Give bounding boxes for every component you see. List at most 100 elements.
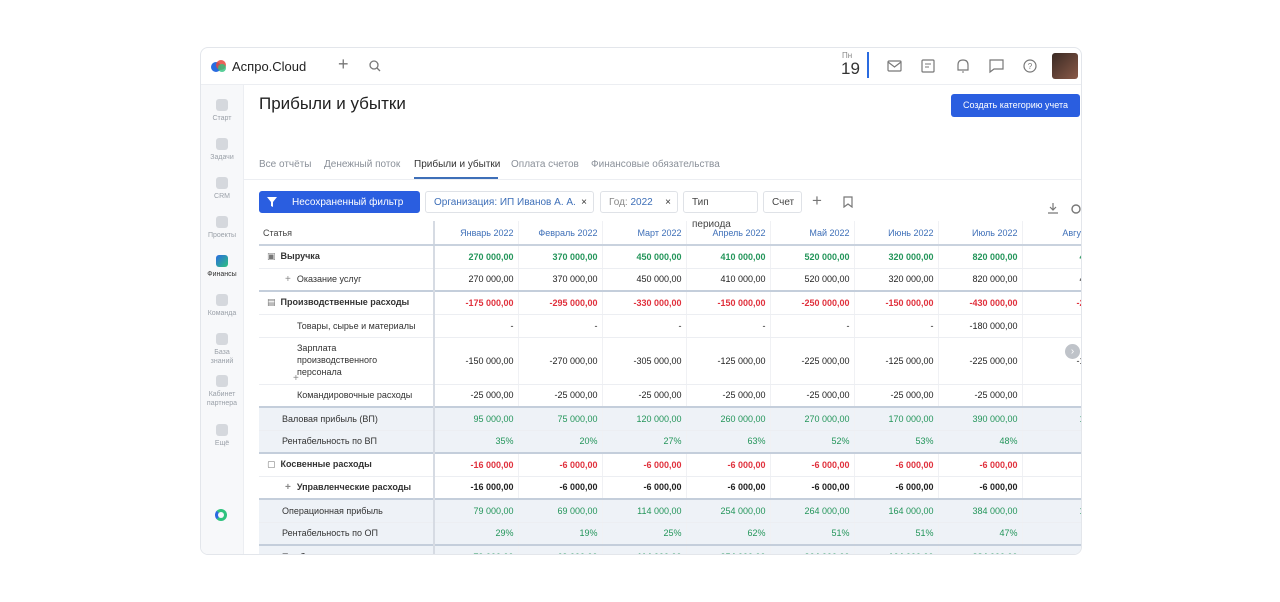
tab[interactable]: Все отчёты xyxy=(259,159,311,170)
avatar[interactable] xyxy=(1052,53,1078,79)
value-cell: 69 000,00 xyxy=(518,499,602,522)
article-name: Косвенные расходы xyxy=(281,459,372,469)
scroll-right[interactable]: › xyxy=(1065,344,1080,359)
year-filter[interactable]: Год: 2022× xyxy=(600,191,678,213)
value-cell: 520 000,00 xyxy=(770,268,854,291)
value-cell: -6 000,00 xyxy=(518,476,602,499)
value: -16 000,00 xyxy=(470,482,513,492)
unsaved-filter[interactable]: Несохраненный фильтр × xyxy=(259,191,420,213)
value: 264 000,00 xyxy=(804,552,849,555)
sidebar-icon xyxy=(216,138,228,150)
value: - xyxy=(763,321,766,331)
period-type-filter[interactable]: Тип периода xyxy=(683,191,758,213)
bookmark[interactable] xyxy=(843,196,853,208)
article-cell: + Оказание услуг xyxy=(259,268,434,291)
sidebar-label: Старт xyxy=(201,114,243,123)
add-button[interactable]: + xyxy=(338,54,349,75)
remove-organization[interactable]: × xyxy=(581,192,587,214)
value: -150 000,00 xyxy=(717,298,765,308)
value-cell: -150 000,00 xyxy=(434,337,518,384)
article-name: Оказание услуг xyxy=(297,274,362,284)
table-row: +Оказание услуг270 000,00370 000,00450 0… xyxy=(259,268,1081,291)
article-name: Валовая прибыль (ВП) xyxy=(282,414,378,424)
value: -225 000,00 xyxy=(801,356,849,366)
value-cell: 820 000,00 xyxy=(938,245,1022,268)
value: 370 000,00 xyxy=(552,274,597,284)
value-cell: -237 0 xyxy=(1022,291,1081,314)
value-cell: 260 000,00 xyxy=(686,407,770,430)
content: Прибыли и убытки Создать категорию учета… xyxy=(243,85,1081,555)
value-cell: 370 000,00 xyxy=(518,268,602,291)
tab[interactable]: Оплата счетов xyxy=(511,159,579,170)
value: -25 000,00 xyxy=(638,390,681,400)
value-cell: 120 000,00 xyxy=(602,407,686,430)
value-cell: 79 000,00 xyxy=(434,545,518,555)
top-bar: Аспро.Cloud + Пн 19 ? xyxy=(201,48,1081,85)
article-cell: ▢Косвенные расходы xyxy=(259,453,434,476)
sidebar-item[interactable]: Проекты xyxy=(201,216,243,240)
expand-button[interactable]: + xyxy=(293,373,299,384)
value-cell: 410 000,00 xyxy=(686,245,770,268)
expand-button[interactable]: + xyxy=(285,482,291,493)
create-button[interactable]: Создать категорию учета xyxy=(951,94,1080,117)
value-cell: 450 000,00 xyxy=(602,245,686,268)
account-filter[interactable]: Счет xyxy=(763,191,802,213)
value-cell: 35% xyxy=(434,430,518,453)
sidebar-item[interactable]: Кабинет партнера xyxy=(201,375,243,408)
value: 120 000,00 xyxy=(636,414,681,424)
value-cell: 170 000,00 xyxy=(854,407,938,430)
tab[interactable]: Прибыли и убытки xyxy=(414,159,500,170)
value-cell: 47% xyxy=(938,522,1022,545)
sidebar-item[interactable]: Задачи xyxy=(201,138,243,162)
sidebar-label: Задачи xyxy=(201,153,243,162)
sidebar-item[interactable]: Ещё xyxy=(201,424,243,448)
value: 62% xyxy=(747,528,765,538)
table-row: Валовая прибыль (ВП)95 000,0075 000,0012… xyxy=(259,407,1081,430)
remove-year[interactable]: × xyxy=(665,192,671,214)
tab[interactable]: Финансовые обязательства xyxy=(591,159,720,170)
sidebar-item[interactable]: Старт xyxy=(201,99,243,123)
article-cell: Рентабельность по ОП xyxy=(259,522,434,545)
sidebar-label: Проекты xyxy=(201,231,243,240)
value: -6 000,00 xyxy=(727,460,765,470)
sidebar-item[interactable]: Команда xyxy=(201,294,243,318)
sidebar-icon xyxy=(216,375,228,387)
value: -6 000,00 xyxy=(979,460,1017,470)
value-cell: -150 000,00 xyxy=(854,291,938,314)
logo: Аспро.Cloud xyxy=(232,59,306,74)
top-icons[interactable]: ? xyxy=(887,59,1057,75)
value-cell: -25 000,00 xyxy=(938,384,1022,407)
column-header: Май 2022 xyxy=(770,221,854,245)
sidebar-item[interactable]: Финансы xyxy=(201,255,243,279)
value-cell: -125 000,00 xyxy=(854,337,938,384)
sidebar-item[interactable]: CRM xyxy=(201,177,243,201)
organization-filter[interactable]: Организация: ИП Иванов А. А.× xyxy=(425,191,594,213)
value: -250 000,00 xyxy=(801,298,849,308)
value: -150 000,00 xyxy=(885,298,933,308)
table-tools[interactable] xyxy=(1047,202,1081,216)
value-cell: -25 000,00 xyxy=(518,384,602,407)
value-cell: -16 000,00 xyxy=(434,476,518,499)
expand-button[interactable]: + xyxy=(285,274,291,285)
sidebar-item[interactable]: База знаний xyxy=(201,333,243,366)
value-cell: -225 000,00 xyxy=(938,337,1022,384)
value: 820 000,00 xyxy=(972,274,1017,284)
value-cell: -125 000,00 xyxy=(686,337,770,384)
value: - xyxy=(847,321,850,331)
value-cell: 320 000,00 xyxy=(854,268,938,291)
value-cell: -6 000,00 xyxy=(854,453,938,476)
value: -6 000,00 xyxy=(979,482,1017,492)
search-button[interactable] xyxy=(369,60,381,72)
tab[interactable]: Денежный поток xyxy=(324,159,400,170)
value-cell: 270 000,00 xyxy=(434,268,518,291)
value: 95 000,00 xyxy=(473,414,513,424)
value: -6 000,00 xyxy=(643,482,681,492)
year-value: 2022 xyxy=(630,197,652,208)
value-cell: 400 0 xyxy=(1022,268,1081,291)
add-filter[interactable]: + xyxy=(812,191,822,211)
value-cell: -305 000,00 xyxy=(602,337,686,384)
table-row: Товары, сырье и материалы-------180 000,… xyxy=(259,314,1081,337)
header-row: СтатьяЯнварь 2022Февраль 2022Март 2022Ап… xyxy=(259,221,1081,245)
value: 51% xyxy=(831,528,849,538)
value: 164 000,00 xyxy=(888,506,933,516)
